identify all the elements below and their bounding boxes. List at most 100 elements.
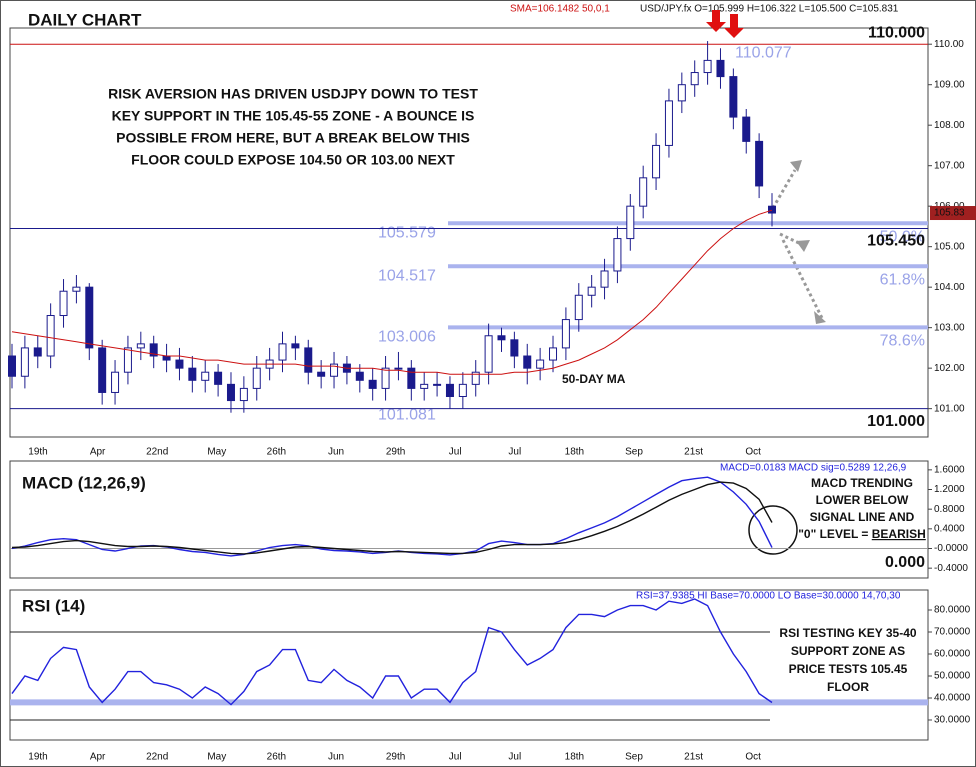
candle-body [768, 205, 776, 214]
candle-body [523, 355, 532, 369]
fib-label: 104.517 [378, 267, 436, 284]
candle-body [252, 367, 261, 389]
annotation-part: "0" LEVEL = [798, 527, 872, 541]
candle-body [445, 383, 454, 398]
y-tick-label: -0.4000 [934, 563, 968, 574]
x-tick-label: Sep [625, 752, 643, 763]
fib-pct: 78.6% [880, 333, 925, 350]
x-tick-label: Jun [328, 447, 344, 458]
x-tick-label: May [207, 752, 226, 763]
y-tick-label: 0.8000 [934, 504, 965, 515]
macd-panel [9, 460, 929, 579]
x-tick-label: Apr [90, 447, 106, 458]
x-tick-label: 21st [684, 447, 703, 458]
x-tick-label: Oct [745, 752, 761, 763]
y-tick-label: 60.0000 [934, 649, 971, 660]
candle-body [188, 367, 197, 381]
y-tick-label: 110.00 [934, 39, 964, 50]
candle-body [33, 347, 42, 357]
x-tick-label: 19th [28, 447, 47, 458]
annotation: SUPPORT ZONE AS [791, 644, 905, 658]
x-tick-label: 26th [267, 752, 286, 763]
candle-body [278, 343, 287, 361]
x-tick-label: 29th [386, 752, 405, 763]
candle-body [703, 59, 712, 74]
x-tick-label: Jul [449, 752, 462, 763]
candle-body [742, 116, 751, 142]
price-panel [9, 27, 929, 438]
zero-label: 0.000 [885, 554, 925, 571]
candle-body [561, 319, 570, 349]
candle-body [175, 359, 184, 369]
fib-pct: 50.0% [880, 228, 925, 245]
candle-body [755, 140, 764, 187]
candle-body [536, 359, 545, 369]
annotation: RSI TESTING KEY 35-40 [779, 626, 916, 640]
ma-label: 50-DAY MA [562, 372, 626, 386]
scenario-arrows [771, 169, 824, 319]
fib-label: 105.579 [378, 224, 436, 241]
annotation-emph: BEARISH [872, 527, 926, 541]
candle-body [111, 371, 120, 393]
annotation: POSSIBLE FROM HERE, BUT A BREAK BELOW TH… [116, 130, 470, 146]
x-tick-label: 22nd [146, 752, 168, 763]
candle-body [458, 383, 467, 398]
x-tick-label: 22nd [146, 447, 168, 458]
candle-body [471, 371, 480, 385]
candle-body [639, 177, 648, 207]
y-tick-label: 70.0000 [934, 627, 971, 638]
candle-body [8, 355, 16, 377]
candle-body [98, 347, 107, 393]
ohlc-header: USD/JPY.fx O=105.999 H=106.322 L=105.500… [640, 4, 899, 15]
x-tick-label: 29th [386, 447, 405, 458]
y-tick-label: -0.0000 [934, 543, 968, 554]
candle-body [600, 270, 609, 288]
candle-body [355, 371, 364, 381]
candle-body [368, 379, 377, 389]
annotation: "0" LEVEL = BEARISH [798, 527, 926, 541]
y-tick-label: 103.00 [934, 322, 965, 333]
candle-body [381, 367, 390, 389]
candle-body [677, 84, 686, 102]
candle-body [330, 363, 339, 377]
x-tick-label: 18th [565, 447, 584, 458]
rsi-header: RSI=37.9385 HI Base=70.0000 LO Base=30.0… [636, 591, 901, 602]
x-tick-label: Jul [508, 447, 521, 458]
price-tag: 105.83 [934, 208, 965, 219]
candle-body [664, 100, 673, 146]
x-tick-label: 19th [28, 752, 47, 763]
candle-body [587, 286, 596, 296]
candle-body [613, 238, 622, 272]
y-tick-label: 80.0000 [934, 605, 971, 616]
candle-body [149, 343, 158, 357]
level-label: 105.450 [867, 233, 925, 250]
fib-label: 101.081 [378, 407, 436, 424]
candle-body [317, 371, 326, 377]
chart-title: DAILY CHART [28, 10, 142, 29]
candle-body [291, 343, 300, 349]
level-label: 110.000 [868, 24, 925, 41]
candle-body [420, 383, 429, 389]
rsi-title: RSI (14) [22, 596, 85, 615]
annotation: SIGNAL LINE AND [810, 510, 915, 524]
candle-body [510, 339, 519, 357]
x-tick-label: Apr [90, 752, 106, 763]
x-tick-label: 18th [565, 752, 584, 763]
x-tick-label: Oct [745, 447, 761, 458]
x-tick-label: Sep [625, 447, 643, 458]
candle-body [394, 367, 403, 370]
candle-body [162, 355, 171, 361]
rsi-panel [9, 589, 929, 741]
annotation: PRICE TESTS 105.45 [789, 662, 908, 676]
annotation: FLOOR [827, 680, 869, 694]
y-tick-label: 1.6000 [934, 464, 965, 475]
sma-header: SMA=106.1482 50,0,1 [510, 4, 610, 15]
x-tick-label: Jul [508, 752, 521, 763]
y-tick-label: 102.00 [934, 363, 965, 374]
candle-body [407, 367, 416, 389]
y-tick-label: 50.0000 [934, 671, 971, 682]
x-tick-label: 26th [267, 447, 286, 458]
highlight-circle [748, 505, 798, 555]
candle-body [484, 335, 493, 373]
